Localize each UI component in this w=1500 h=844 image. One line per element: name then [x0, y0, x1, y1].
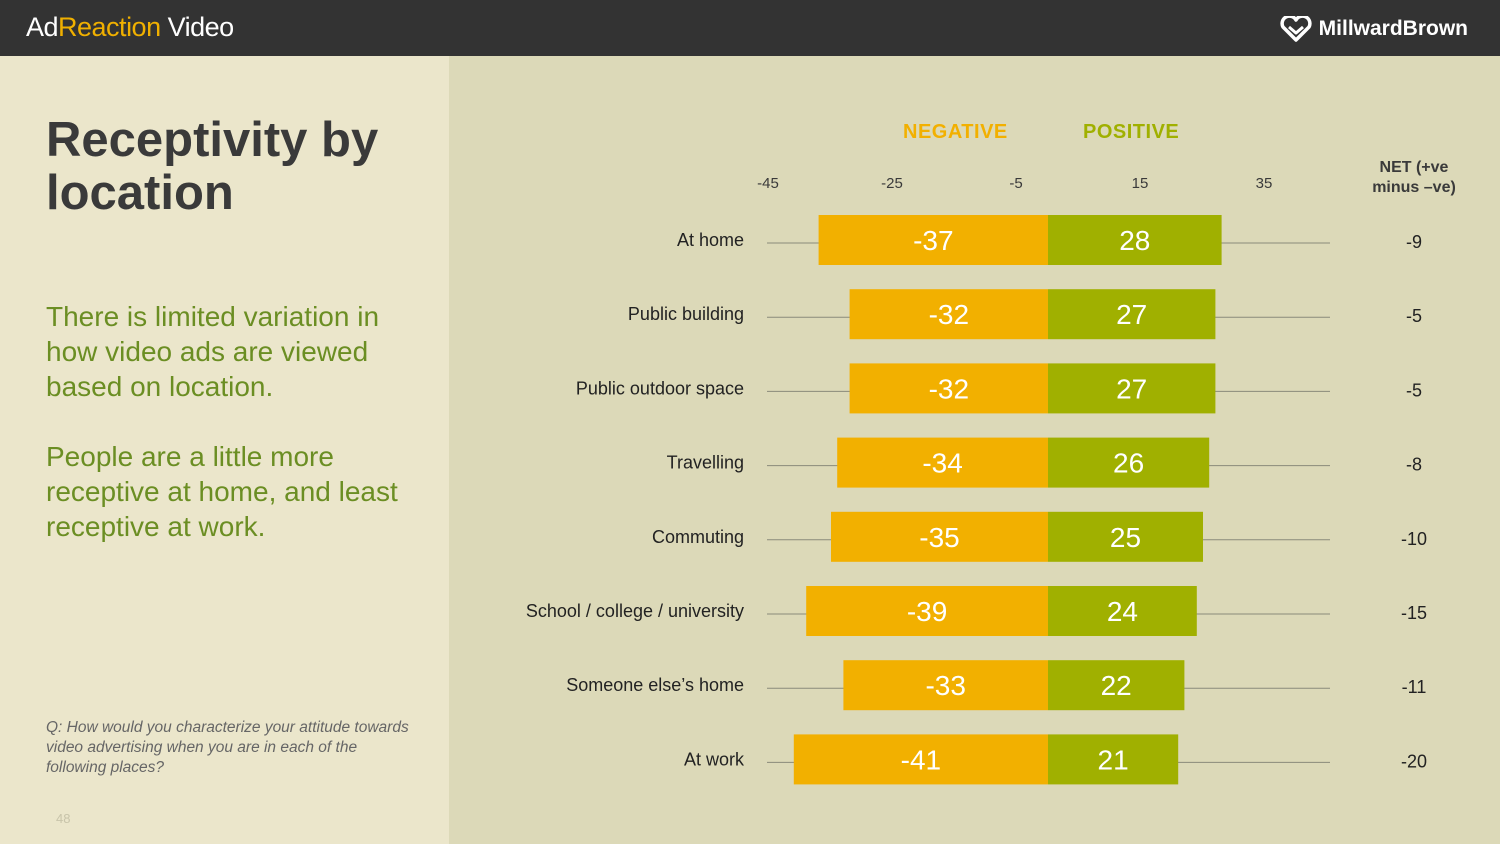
negative-bar	[837, 437, 1048, 488]
net-column-header: NET (+ve minus –ve)	[1360, 158, 1468, 198]
chart-row: Commuting -35 25 -10	[652, 511, 1427, 562]
negative-bar	[818, 215, 1048, 265]
net-header-line-2: minus –ve)	[1372, 179, 1456, 196]
x-tick-label: 35	[1256, 175, 1273, 192]
negative-value-label: -39	[907, 596, 947, 627]
x-axis-ticks: -45 -25 -5 15 35	[757, 175, 1272, 192]
negative-value-label: -34	[922, 448, 962, 479]
positive-value-label: 27	[1116, 299, 1147, 330]
net-value-label: -20	[1401, 751, 1427, 771]
negative-value-label: -33	[925, 670, 965, 701]
positive-value-label: 27	[1116, 373, 1147, 404]
net-value-label: -5	[1406, 380, 1422, 400]
negative-value-label: -32	[929, 299, 969, 330]
negative-bar	[849, 363, 1048, 414]
net-value-label: -10	[1401, 529, 1427, 549]
brand-title: AdReaction Video	[26, 12, 234, 43]
category-label: At work	[684, 749, 745, 769]
category-label: School / college / university	[526, 601, 744, 621]
positive-value-label: 25	[1110, 522, 1141, 553]
millward-brown-logo: MillwardBrown	[1280, 14, 1468, 44]
chart-row: Someone else’s home -33 22 -11	[566, 660, 1427, 711]
x-tick-label: -25	[881, 175, 903, 192]
chart-row: Public building -32 27 -5	[628, 289, 1422, 340]
page-number: 48	[56, 811, 71, 826]
survey-question: Q: How would you characterize your attit…	[46, 719, 409, 776]
positive-value-label: 21	[1098, 744, 1129, 775]
left-panel	[0, 56, 449, 844]
negative-value-label: -32	[929, 373, 969, 404]
x-tick-label: 15	[1132, 175, 1149, 192]
category-label: Public outdoor space	[576, 378, 744, 398]
positive-bar	[1048, 215, 1222, 265]
negative-bar	[831, 511, 1048, 562]
negative-value-label: -37	[913, 225, 953, 256]
insight-paragraph-1: There is limited variation in how video …	[46, 301, 380, 402]
category-label: At home	[677, 230, 744, 250]
x-tick-label: -5	[1009, 175, 1022, 192]
positive-bar	[1048, 363, 1216, 414]
category-label: Public building	[628, 304, 744, 324]
top-bar: AdReaction Video MillwardBrown	[0, 0, 1500, 56]
positive-value-label: 26	[1113, 448, 1144, 479]
net-value-label: -11	[1402, 677, 1427, 697]
positive-bar	[1048, 437, 1210, 488]
positive-bar	[1048, 660, 1185, 711]
brand-suffix: Video	[160, 12, 235, 42]
brand-prefix: Ad	[26, 12, 59, 42]
negative-bar	[843, 660, 1048, 711]
logo-text: MillwardBrown	[1318, 17, 1468, 40]
category-label: Travelling	[667, 453, 744, 473]
positive-value-label: 22	[1101, 670, 1132, 701]
positive-value-label: 24	[1107, 596, 1138, 627]
x-tick-label: -45	[757, 175, 779, 192]
negative-bar	[806, 586, 1048, 636]
brand-accent: Reaction	[58, 12, 161, 42]
chart-row: At home -37 28 -9	[677, 215, 1422, 265]
positive-bar	[1048, 289, 1216, 340]
positive-bar	[1048, 511, 1203, 562]
legend-positive: POSITIVE	[1083, 121, 1180, 143]
net-header-line-1: NET (+ve	[1379, 159, 1449, 176]
insight-paragraph-2: People are a little more receptive at ho…	[46, 441, 398, 542]
negative-bar	[849, 289, 1048, 340]
negative-bar	[793, 734, 1048, 785]
chart-row: School / college / university -39 24 -15	[526, 586, 1427, 636]
chart-row: Public outdoor space -32 27 -5	[576, 363, 1422, 414]
category-label: Commuting	[652, 527, 744, 547]
legend-negative: NEGATIVE	[903, 121, 1008, 143]
positive-bar	[1048, 586, 1197, 636]
chart-row: Travelling -34 26 -8	[667, 437, 1422, 488]
heart-logo-icon	[1280, 16, 1312, 42]
net-value-label: -5	[1406, 306, 1422, 326]
positive-value-label: 28	[1119, 225, 1150, 256]
negative-value-label: -41	[901, 744, 941, 775]
net-value-label: -15	[1401, 603, 1427, 623]
category-label: Someone else’s home	[566, 675, 744, 695]
positive-bar	[1048, 734, 1179, 785]
net-value-label: -8	[1406, 455, 1422, 475]
page-title: Receptivity by location	[46, 113, 379, 220]
net-value-label: -9	[1406, 232, 1422, 252]
chart-row: At work -41 21 -20	[684, 734, 1427, 785]
negative-value-label: -35	[919, 522, 959, 553]
